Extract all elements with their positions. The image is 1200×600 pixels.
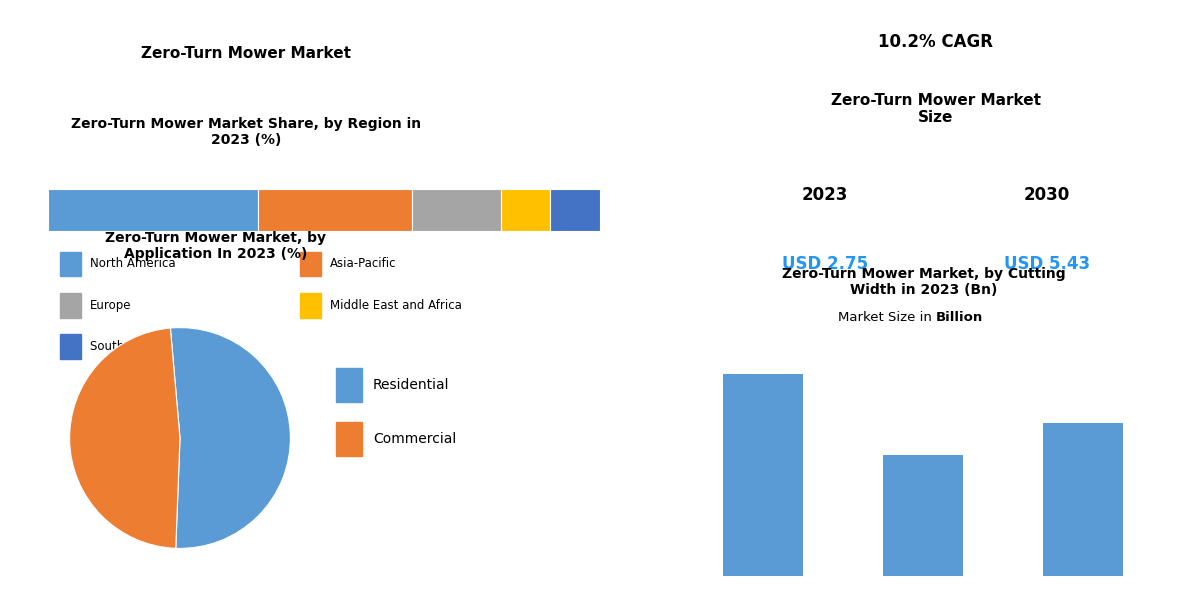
Bar (60, 251, 82, 277)
Text: Market Size in: Market Size in (838, 311, 936, 323)
Text: North America: North America (90, 257, 175, 271)
Bar (500, 189, 551, 231)
Bar (1043, 423, 1123, 576)
Text: USD 5.43: USD 5.43 (1004, 255, 1090, 273)
Text: 2030: 2030 (1024, 186, 1070, 204)
Text: Zero-Turn Mower Market: Zero-Turn Mower Market (142, 46, 352, 61)
Wedge shape (170, 328, 290, 548)
Bar (60, 334, 82, 359)
Text: Billion: Billion (936, 311, 983, 323)
Text: Zero-Turn Mower Market
Size: Zero-Turn Mower Market Size (830, 92, 1042, 125)
Text: 2023: 2023 (802, 186, 848, 204)
Text: Middle East and Africa: Middle East and Africa (330, 299, 462, 312)
Bar (413, 189, 500, 231)
Bar (551, 189, 600, 231)
Bar (48, 189, 258, 231)
Text: Commercial: Commercial (373, 432, 456, 446)
Bar (60, 293, 82, 318)
Bar (883, 455, 962, 576)
Bar (336, 368, 362, 402)
Text: Zero-Turn Mower Market, by
Application In 2023 (%): Zero-Turn Mower Market, by Application I… (106, 231, 326, 261)
Text: South America: South America (90, 340, 176, 353)
Text: USD 2.75: USD 2.75 (782, 255, 868, 273)
Text: Zero-Turn Mower Market Share, by Region in
2023 (%): Zero-Turn Mower Market Share, by Region … (71, 117, 421, 147)
Text: Europe: Europe (90, 299, 132, 312)
Bar (336, 422, 362, 456)
Bar (258, 189, 413, 231)
Bar (722, 374, 803, 576)
Wedge shape (70, 328, 180, 548)
Bar (300, 251, 322, 277)
Text: Zero-Turn Mower Market, by Cutting
Width in 2023 (Bn): Zero-Turn Mower Market, by Cutting Width… (782, 267, 1066, 297)
Text: 10.2% CAGR: 10.2% CAGR (878, 34, 994, 52)
Bar (300, 293, 322, 318)
Text: Residential: Residential (373, 378, 450, 392)
Text: Asia-Pacific: Asia-Pacific (330, 257, 396, 271)
